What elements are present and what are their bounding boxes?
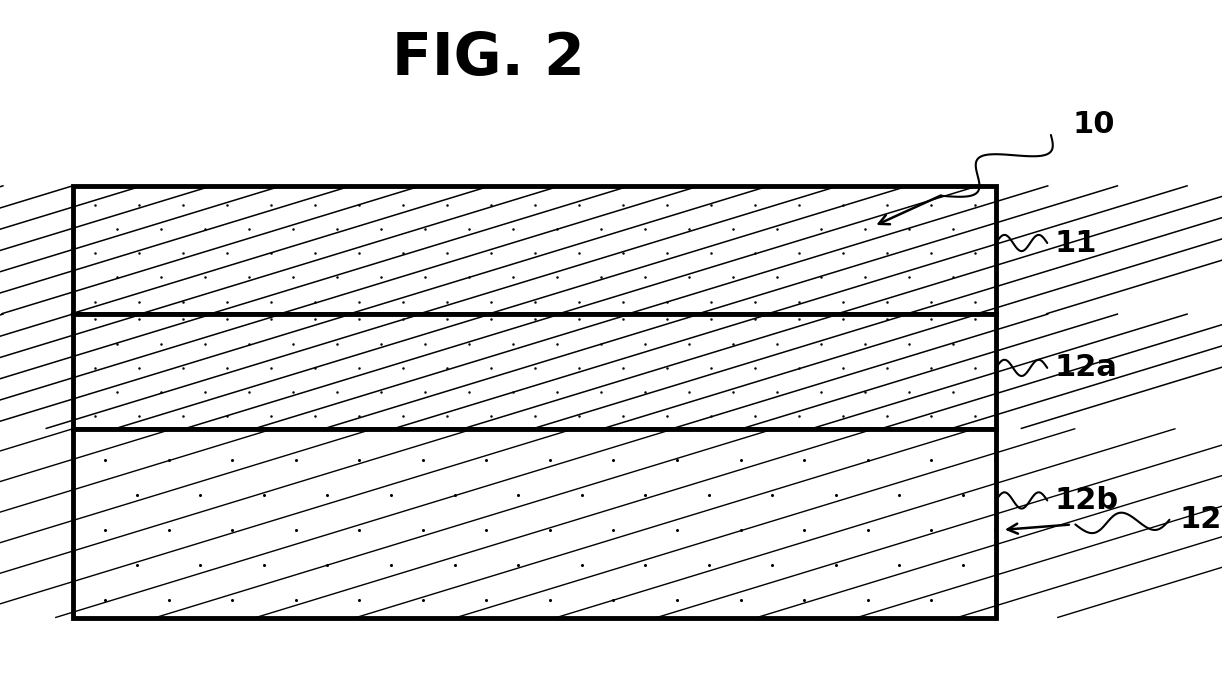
Text: 12b: 12b	[1055, 486, 1118, 515]
Bar	[73, 186, 996, 314]
Text: 10: 10	[1073, 111, 1116, 139]
Text: 11: 11	[1055, 229, 1097, 257]
Text: 12a: 12a	[1055, 354, 1117, 382]
Text: 12: 12	[1179, 506, 1222, 534]
Bar	[73, 429, 996, 618]
Bar	[73, 314, 996, 429]
Text: FIG. 2: FIG. 2	[392, 30, 585, 87]
